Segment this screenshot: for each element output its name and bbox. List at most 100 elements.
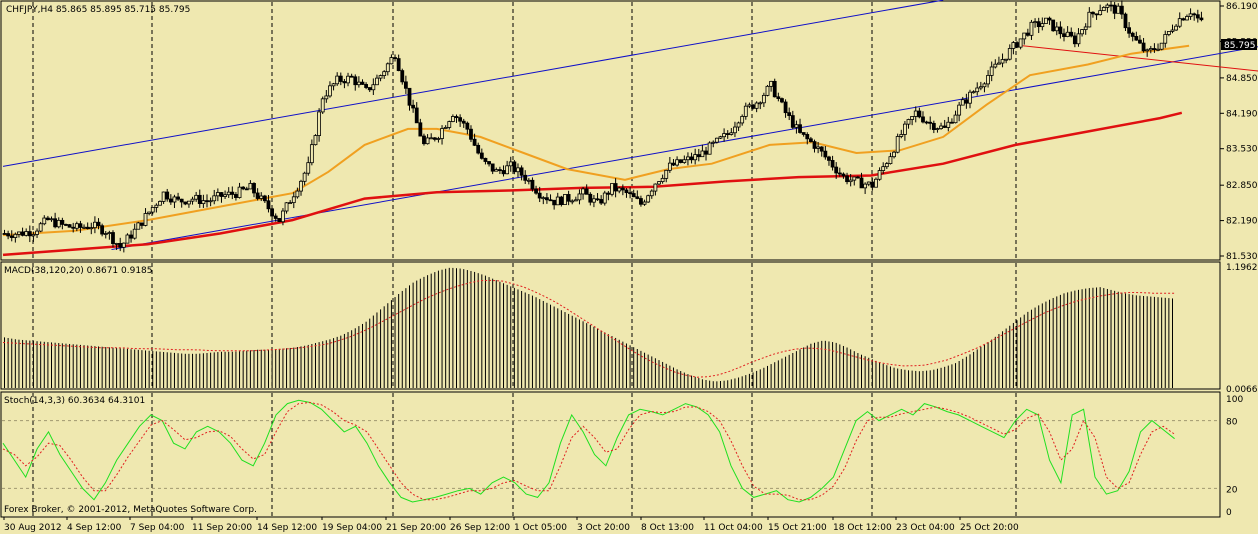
candle-body xyxy=(588,193,593,203)
candle-body xyxy=(215,192,220,197)
trendline xyxy=(111,46,1258,251)
candle-body xyxy=(17,231,21,235)
candle-body xyxy=(512,161,517,173)
macd-panel: 1.1962 0.0066 MACD(38,120,20) 0.8671 0.91… xyxy=(0,261,1258,395)
candle-body xyxy=(1011,42,1016,49)
candle-body xyxy=(884,163,889,168)
candle-body xyxy=(866,181,871,185)
candle-body xyxy=(447,121,452,128)
candle-body xyxy=(147,211,152,214)
candle-body xyxy=(476,144,481,154)
candle-body xyxy=(244,188,249,191)
candle-body xyxy=(100,225,105,235)
candle-body xyxy=(519,167,524,176)
candle-body xyxy=(718,136,723,139)
candle-body xyxy=(913,110,918,117)
candle-body xyxy=(197,194,202,205)
price-tick-label: 82.190 xyxy=(1226,217,1258,227)
candle-body xyxy=(461,120,466,124)
candle-body xyxy=(1033,21,1037,24)
time-tick-label: 8 Oct 13:00 xyxy=(641,523,694,533)
candle-body xyxy=(993,63,998,68)
candle-body xyxy=(968,91,972,104)
candle-body xyxy=(158,201,162,206)
price-tick-label: 84.850 xyxy=(1226,74,1258,84)
macd-signal-line xyxy=(2,279,1175,378)
price-tick-label: 83.530 xyxy=(1226,145,1258,155)
stochastic-axis: 100 80 20 0 xyxy=(1226,395,1243,518)
candle-body xyxy=(592,198,596,203)
time-tick-label: 3 Oct 20:00 xyxy=(577,523,630,533)
candle-body xyxy=(1044,17,1048,25)
candle-body xyxy=(1015,42,1019,48)
candle-body xyxy=(136,222,141,230)
candle-body xyxy=(129,234,133,239)
candle-body xyxy=(143,213,148,226)
candle-body xyxy=(700,150,705,158)
candle-body xyxy=(1062,33,1066,38)
candle-body xyxy=(450,116,455,122)
candle-body xyxy=(729,132,734,135)
candle-body xyxy=(1199,17,1204,21)
candle-body xyxy=(118,243,123,248)
candle-body xyxy=(226,191,231,196)
candle-body xyxy=(950,121,954,124)
candle-body xyxy=(1145,49,1150,52)
candle-body xyxy=(837,172,842,175)
candle-body xyxy=(845,175,849,183)
candle-body xyxy=(935,128,940,130)
candle-body xyxy=(78,223,83,228)
candle-body xyxy=(921,116,925,123)
candle-body xyxy=(125,234,130,244)
candle-body xyxy=(114,243,119,245)
candle-body xyxy=(917,110,922,118)
candle-body xyxy=(1051,19,1056,32)
stochastic-signal-line xyxy=(2,401,1175,501)
candle-body xyxy=(628,192,632,195)
candle-body xyxy=(671,162,676,166)
candle-body xyxy=(1170,29,1175,32)
candle-body xyxy=(1188,13,1193,17)
candle-body xyxy=(975,87,980,93)
candle-body xyxy=(331,83,336,87)
candle-body xyxy=(971,91,976,94)
stochastic-tick-label: 80 xyxy=(1226,418,1238,428)
candle-body xyxy=(1098,10,1103,16)
price-tick-label: 84.190 xyxy=(1226,109,1258,119)
candle-body xyxy=(2,233,7,235)
stochastic-tick-label: 20 xyxy=(1226,485,1238,495)
candle-body xyxy=(53,218,58,228)
candle-body xyxy=(877,170,882,180)
candle-body xyxy=(693,154,698,161)
candle-body xyxy=(252,183,256,194)
candle-body xyxy=(284,202,289,212)
candle-body xyxy=(385,63,390,73)
candle-body xyxy=(682,159,687,163)
candle-body xyxy=(1138,39,1142,44)
candle-body xyxy=(494,169,499,172)
candle-body xyxy=(367,87,372,91)
candle-body xyxy=(230,191,235,195)
macd-tick-label: 1.1962 xyxy=(1226,263,1258,273)
candle-body xyxy=(617,187,622,192)
candle-body xyxy=(1123,13,1128,29)
stochastic-gridlines xyxy=(2,393,1219,516)
candle-body xyxy=(881,166,886,171)
candle-body xyxy=(440,128,444,139)
candle-body xyxy=(64,224,68,226)
candle-body xyxy=(418,122,423,137)
candle-body xyxy=(262,195,267,202)
candle-body xyxy=(790,115,795,128)
candle-body xyxy=(548,199,553,202)
candle-body xyxy=(306,162,311,174)
macd-header: MACD(38,120,20) 0.8671 0.9185 xyxy=(4,266,153,276)
candle-body xyxy=(396,58,401,72)
candle-body xyxy=(642,201,647,205)
candle-body xyxy=(454,116,459,119)
candle-body xyxy=(834,166,839,174)
trendline xyxy=(2,0,944,167)
candle-body xyxy=(248,183,253,190)
candle-body xyxy=(751,104,755,109)
